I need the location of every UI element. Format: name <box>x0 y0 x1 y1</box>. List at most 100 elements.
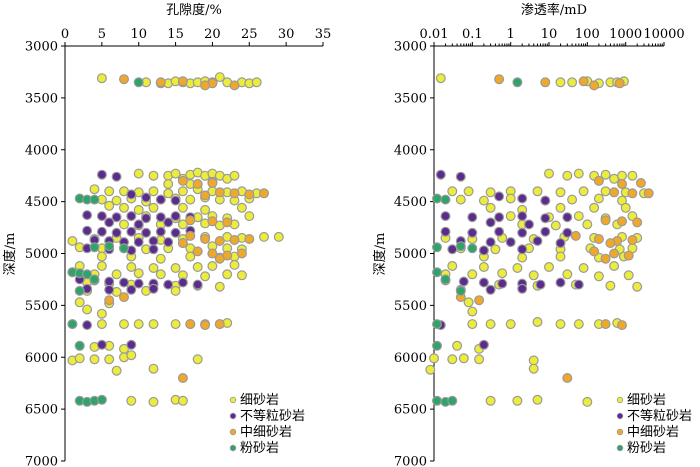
porosity-point-series-1 <box>133 237 144 248</box>
permeability-point-series-2 <box>616 216 627 227</box>
porosity-point-series-1 <box>82 225 93 236</box>
porosity-point-series-0 <box>229 259 240 270</box>
permeability-point-series-0 <box>582 219 593 230</box>
permeability-point-series-0 <box>593 271 604 282</box>
porosity-point-series-3 <box>118 243 129 254</box>
porosity-point-series-2 <box>200 320 211 331</box>
permeability-point-series-1 <box>485 237 496 248</box>
permeability-point-series-1 <box>494 212 505 223</box>
porosity-point-series-0 <box>96 73 107 84</box>
porosity-point-series-0 <box>148 396 159 407</box>
porosity-point-series-2 <box>155 77 166 88</box>
porosity-point-series-0 <box>163 179 174 190</box>
permeability-point-series-1 <box>467 227 478 238</box>
permeability-legend-label: 中细砂岩 <box>627 425 679 440</box>
permeability-point-series-3 <box>512 77 523 88</box>
porosity-point-series-0 <box>148 319 159 330</box>
porosity-y-tick-label: 4000 <box>25 143 58 158</box>
permeability-chart-title: 渗透率/mD <box>521 2 587 18</box>
permeability-y-tick-label: 5000 <box>394 247 427 262</box>
permeability-y-tick-label: 4500 <box>394 195 427 210</box>
permeability-point-series-0 <box>463 297 474 308</box>
porosity-point-series-3 <box>89 194 100 205</box>
permeability-point-series-0 <box>589 202 600 213</box>
permeability-point-series-2 <box>609 248 620 259</box>
permeability-point-series-1 <box>523 219 534 230</box>
permeability-point-series-0 <box>505 193 516 204</box>
permeability-point-series-1 <box>458 276 469 287</box>
permeability-point-series-1 <box>562 212 573 223</box>
porosity-point-series-0 <box>111 365 122 376</box>
porosity-point-series-2 <box>259 188 270 199</box>
permeability-point-series-0 <box>578 186 589 197</box>
porosity-point-series-0 <box>251 77 262 88</box>
permeability-point-series-1 <box>440 226 451 237</box>
permeability-point-series-2 <box>616 320 627 331</box>
permeability-point-series-0 <box>567 194 578 205</box>
porosity-point-series-1 <box>133 219 144 230</box>
permeability-point-series-2 <box>632 217 643 228</box>
permeability-y-tick-label: 5500 <box>394 299 427 314</box>
permeability-legend-label: 粉砂岩 <box>627 441 666 456</box>
permeability-point-series-0 <box>478 195 489 206</box>
permeability-point-series-3 <box>432 395 443 406</box>
porosity-point-series-0 <box>133 168 144 179</box>
permeability-point-series-2 <box>570 230 581 241</box>
porosity-point-series-0 <box>133 204 144 215</box>
porosity-point-series-2 <box>177 175 188 186</box>
porosity-point-series-1 <box>170 195 181 206</box>
porosity-point-series-1 <box>96 169 107 180</box>
permeability-point-series-0 <box>429 353 440 364</box>
permeability-x-tick-label: 10000 <box>643 27 684 42</box>
permeability-point-series-1 <box>517 283 528 294</box>
permeability-point-series-1 <box>440 211 451 222</box>
porosity-point-series-0 <box>185 251 196 262</box>
permeability-point-series-0 <box>447 186 458 197</box>
porosity-point-series-1 <box>163 279 174 290</box>
permeability-x-tick-label: 1000 <box>609 27 642 42</box>
porosity-point-series-1 <box>104 217 115 228</box>
porosity-legend-label: 中细砂岩 <box>240 425 292 440</box>
porosity-point-series-1 <box>148 236 159 247</box>
permeability-x-tick-label: 100 <box>575 27 600 42</box>
permeability-point-series-0 <box>467 319 478 330</box>
porosity-point-series-3 <box>96 394 107 405</box>
porosity-point-series-0 <box>177 219 188 230</box>
permeability-point-series-0 <box>485 202 496 213</box>
permeability-point-series-2 <box>627 188 638 199</box>
porosity-point-series-2 <box>200 190 211 201</box>
porosity-point-series-0 <box>96 319 107 330</box>
porosity-point-series-1 <box>111 227 122 238</box>
porosity-point-series-0 <box>192 354 203 365</box>
permeability-point-series-1 <box>455 171 466 182</box>
porosity-point-series-0 <box>170 319 181 330</box>
porosity-point-series-0 <box>148 263 159 274</box>
permeability-point-series-0 <box>600 186 611 197</box>
porosity-legend-marker <box>229 396 237 404</box>
porosity-point-series-1 <box>170 211 181 222</box>
permeability-point-series-0 <box>528 270 539 281</box>
permeability-point-series-1 <box>535 279 546 290</box>
porosity-point-series-3 <box>89 242 100 253</box>
permeability-point-series-3 <box>432 340 443 351</box>
porosity-point-series-3 <box>89 274 100 285</box>
porosity-point-series-1 <box>111 171 122 182</box>
porosity-point-series-0 <box>104 354 115 365</box>
porosity-point-series-0 <box>170 285 181 296</box>
permeability-point-series-0 <box>623 270 634 281</box>
permeability-point-series-0 <box>485 187 496 198</box>
porosity-point-series-2 <box>214 253 225 264</box>
porosity-point-series-0 <box>118 202 129 213</box>
porosity-point-series-2 <box>118 292 129 303</box>
permeability-point-series-0 <box>497 268 508 279</box>
permeability-point-series-2 <box>474 295 485 306</box>
porosity-x-tick-label: 5 <box>98 27 106 42</box>
porosity-legend-label: 粉砂岩 <box>240 441 279 456</box>
permeability-point-series-0 <box>632 281 643 292</box>
permeability-point-series-0 <box>505 319 516 330</box>
porosity-point-series-2 <box>244 234 255 245</box>
porosity-point-series-1 <box>96 211 107 222</box>
porosity-point-series-0 <box>133 268 144 279</box>
permeability-point-series-0 <box>573 168 584 179</box>
